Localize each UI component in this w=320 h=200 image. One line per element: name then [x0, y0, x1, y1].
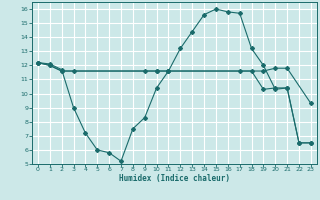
X-axis label: Humidex (Indice chaleur): Humidex (Indice chaleur)	[119, 174, 230, 183]
